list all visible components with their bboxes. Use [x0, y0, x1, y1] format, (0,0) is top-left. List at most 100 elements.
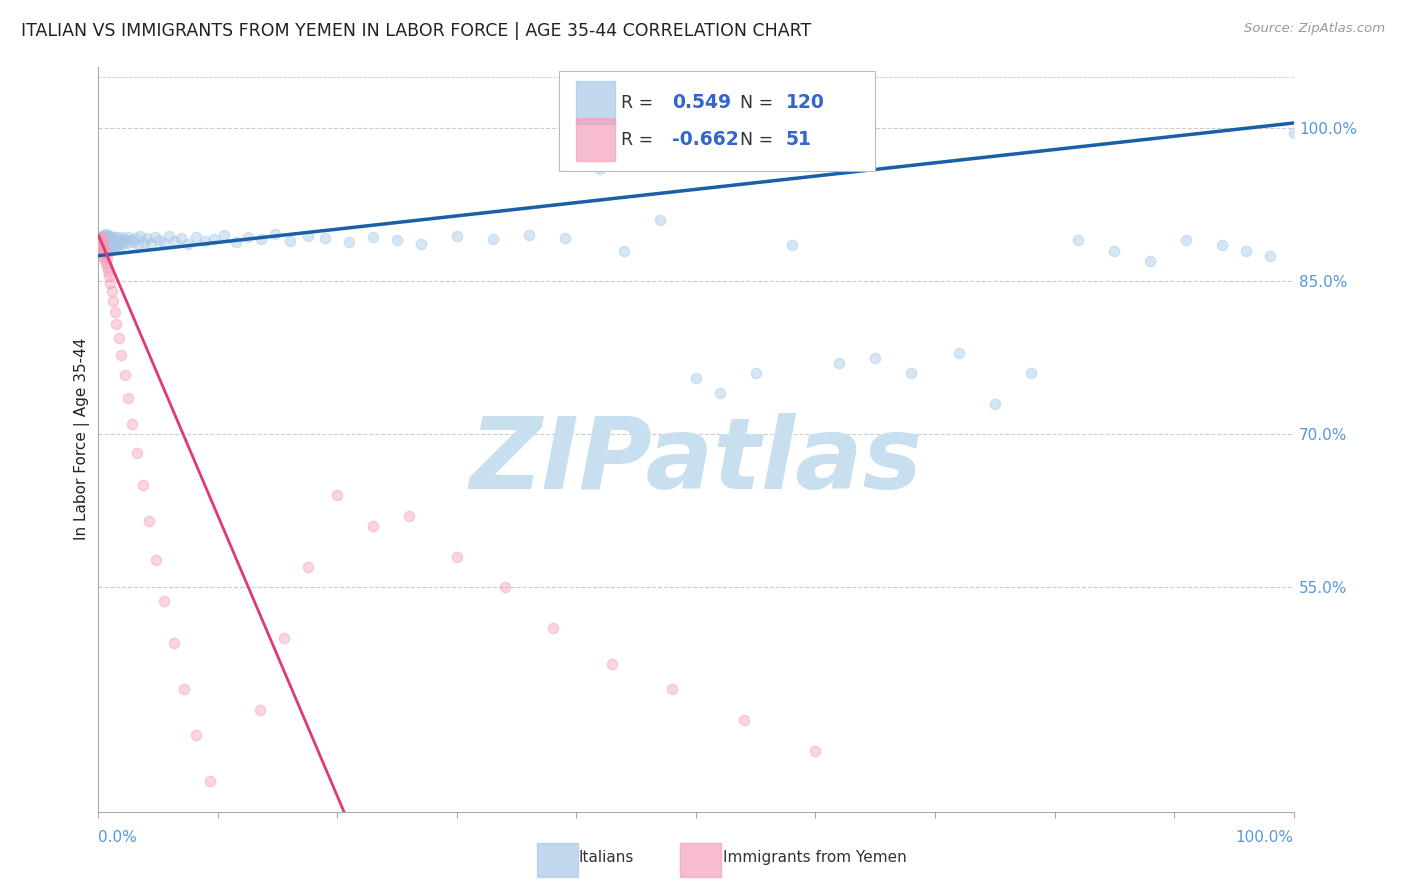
Point	[112, 232, 135, 246]
Point	[100, 232, 122, 246]
Point	[91, 239, 114, 253]
Point	[153, 593, 176, 607]
Point	[236, 230, 259, 244]
Point	[225, 235, 247, 250]
Point	[446, 549, 468, 564]
Point	[91, 235, 114, 250]
Point	[96, 251, 118, 265]
Point	[103, 233, 125, 247]
Point	[94, 235, 117, 250]
Point	[91, 230, 114, 244]
Point	[114, 368, 136, 382]
Point	[107, 242, 129, 256]
FancyBboxPatch shape	[681, 843, 721, 877]
Point	[91, 242, 114, 256]
Point	[94, 227, 117, 242]
Point	[125, 445, 148, 459]
Point	[1104, 244, 1126, 258]
Point	[97, 237, 120, 252]
Point	[93, 233, 115, 247]
Point	[104, 305, 127, 319]
Point	[127, 237, 149, 252]
Point	[249, 703, 271, 717]
Point	[91, 237, 114, 252]
Point	[97, 264, 120, 278]
Point	[148, 233, 170, 247]
Point	[90, 238, 112, 252]
FancyBboxPatch shape	[558, 70, 876, 171]
Point	[481, 232, 505, 246]
Text: 51: 51	[786, 130, 811, 149]
Point	[153, 236, 176, 251]
Point	[90, 231, 112, 245]
Point	[139, 237, 162, 252]
Point	[733, 713, 755, 727]
Point	[648, 213, 672, 227]
Point	[143, 230, 166, 244]
Text: N =: N =	[740, 131, 773, 149]
Point	[90, 233, 112, 247]
Point	[297, 229, 319, 244]
Point	[121, 417, 143, 431]
Point	[111, 237, 134, 252]
Point	[100, 240, 122, 254]
Point	[1175, 233, 1198, 247]
Point	[101, 293, 124, 308]
Text: 0.549: 0.549	[672, 93, 731, 112]
Point	[173, 682, 195, 697]
Y-axis label: In Labor Force | Age 35-44: In Labor Force | Age 35-44	[75, 338, 90, 541]
FancyBboxPatch shape	[576, 119, 614, 161]
Point	[163, 235, 186, 249]
FancyBboxPatch shape	[576, 81, 614, 124]
Point	[91, 230, 114, 244]
Point	[124, 231, 146, 245]
Point	[98, 268, 121, 283]
Point	[339, 235, 361, 250]
Point	[212, 819, 235, 833]
Point	[278, 235, 301, 249]
Text: R =: R =	[620, 131, 658, 149]
Point	[170, 231, 193, 245]
Point	[132, 235, 155, 250]
Point	[517, 228, 540, 243]
Point	[363, 519, 385, 533]
Point	[541, 621, 564, 635]
Text: -0.662: -0.662	[672, 130, 738, 149]
Point	[984, 396, 1007, 410]
Point	[250, 232, 273, 246]
Point	[589, 161, 612, 176]
Point	[804, 743, 827, 757]
Point	[273, 632, 295, 646]
Text: N =: N =	[740, 94, 773, 112]
Point	[98, 229, 122, 244]
Text: Immigrants from Yemen: Immigrants from Yemen	[724, 850, 907, 865]
Point	[93, 240, 115, 254]
Point	[198, 774, 221, 789]
Text: ITALIAN VS IMMIGRANTS FROM YEMEN IN LABOR FORCE | AGE 35-44 CORRELATION CHART: ITALIAN VS IMMIGRANTS FROM YEMEN IN LABO…	[21, 22, 811, 40]
Text: 120: 120	[786, 93, 824, 112]
Point	[120, 233, 142, 247]
Point	[98, 244, 122, 258]
Point	[1211, 238, 1233, 252]
Point	[264, 227, 287, 242]
Point	[101, 230, 124, 244]
Point	[96, 230, 118, 244]
Point	[297, 559, 319, 574]
FancyBboxPatch shape	[537, 843, 578, 877]
Point	[98, 239, 121, 253]
Point	[107, 233, 129, 247]
Point	[117, 392, 139, 406]
Point	[163, 636, 186, 650]
Point	[398, 508, 420, 523]
Point	[865, 351, 887, 365]
Point	[97, 228, 120, 243]
Point	[115, 236, 138, 251]
Text: 100.0%: 100.0%	[1236, 830, 1294, 846]
Point	[202, 232, 225, 246]
Text: 0.0%: 0.0%	[98, 830, 138, 846]
Point	[385, 233, 409, 247]
Point	[136, 231, 159, 245]
Point	[89, 238, 111, 252]
Point	[100, 285, 122, 299]
Point	[554, 231, 576, 245]
